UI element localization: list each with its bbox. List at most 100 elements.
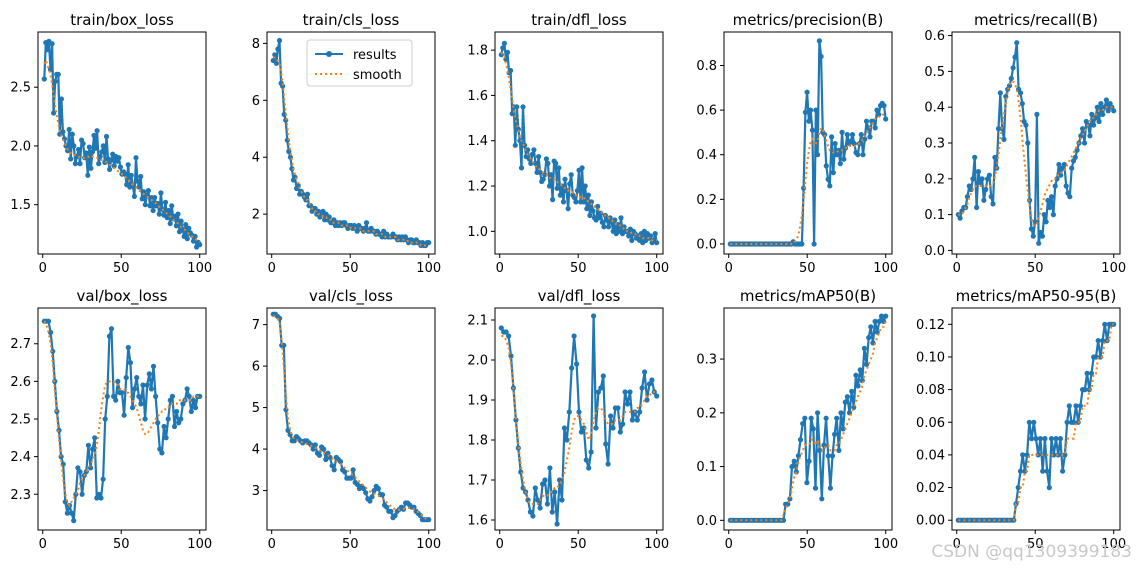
results-point [504, 49, 511, 56]
results-point [166, 207, 172, 214]
results-point [1092, 115, 1098, 121]
results-point [134, 178, 141, 184]
results-point [615, 405, 621, 411]
results-point [354, 481, 360, 487]
results-point [550, 197, 556, 203]
results-point [644, 397, 650, 403]
results-point [849, 132, 856, 138]
results-point [528, 160, 534, 166]
results-point [578, 429, 585, 435]
x-tick-label: 50 [113, 261, 130, 276]
results-point [560, 199, 567, 205]
results-point [123, 375, 129, 381]
results-point [795, 453, 802, 459]
results-point [808, 415, 814, 421]
results-point [159, 450, 165, 456]
y-tick-label: 1.6 [467, 89, 488, 104]
results-point [500, 45, 506, 51]
x-tick-label: 0 [39, 261, 47, 276]
results-point [176, 420, 182, 426]
results-point [849, 388, 855, 394]
results-point [549, 509, 555, 515]
results-point [150, 207, 156, 214]
subplot-7: val/dfl_loss 0 50 100 1.6 1.7 1.8 1.9 2.0 2.1 [467, 287, 669, 552]
results-point [861, 345, 868, 351]
results-point [637, 409, 643, 415]
results-point [789, 464, 795, 470]
results-point [565, 206, 571, 212]
axes-frame [951, 307, 1121, 531]
results-point [1022, 468, 1028, 474]
y-tick-label: 0.12 [916, 318, 945, 333]
axes-frame [266, 31, 436, 255]
results-point [276, 37, 283, 44]
y-tick-label: 8 [252, 37, 260, 52]
results-point [585, 192, 591, 198]
results-point [174, 408, 180, 415]
results-point [304, 191, 311, 197]
results-point [588, 199, 595, 205]
y-tick-label: 0.4 [924, 101, 945, 116]
results-point [86, 144, 92, 150]
results-point [350, 467, 356, 473]
results-point [134, 375, 140, 381]
results-point [52, 78, 58, 84]
results-point [542, 477, 548, 483]
results-point [329, 463, 335, 469]
smooth-line [730, 113, 886, 245]
results-point [98, 495, 104, 501]
results-point [808, 107, 814, 113]
x-tick-label: 0 [496, 537, 504, 552]
results-point [601, 224, 607, 230]
y-tick-label: 1.2 [467, 180, 488, 195]
results-point [591, 313, 597, 319]
results-point [588, 449, 594, 455]
results-point [190, 397, 196, 403]
results-point [804, 480, 810, 486]
x-tick-label: 100 [873, 537, 898, 552]
results-point [369, 494, 375, 500]
results-point [119, 390, 125, 396]
results-point [148, 386, 154, 392]
results-point [844, 132, 850, 138]
results-point [197, 393, 203, 399]
results-point [1056, 161, 1062, 168]
results-point [617, 429, 623, 435]
subplot-title: train/cls_loss [303, 11, 400, 30]
subplot-9: metrics/mAP50-95(B) 0 50 100 0.00 0.02 0.04 0.0… [916, 287, 1126, 552]
results-point [93, 145, 99, 151]
results-point [823, 163, 829, 169]
results-point [113, 397, 119, 403]
results-point [1048, 436, 1055, 442]
x-tick-label: 50 [1027, 537, 1044, 552]
y-tick-label: 2.0 [10, 139, 31, 154]
legend-results-label: results [353, 48, 397, 63]
results-point [517, 138, 523, 144]
results-point [1042, 436, 1048, 442]
results-point [96, 161, 102, 167]
results-point [94, 128, 100, 134]
x-tick-label: 100 [644, 261, 669, 276]
results-point [836, 147, 842, 153]
results-point [184, 386, 190, 392]
results-point [883, 313, 889, 319]
results-point [272, 52, 278, 58]
results-point [1014, 40, 1020, 46]
results-point [1041, 212, 1047, 218]
results-point [165, 416, 171, 422]
results-point [634, 417, 640, 423]
y-tick-label: 0.2 [924, 172, 945, 187]
results-point [508, 353, 514, 359]
results-point [310, 446, 316, 452]
results-point [1017, 468, 1024, 474]
results-point [841, 156, 847, 162]
results-point [527, 509, 534, 515]
results-point [1082, 387, 1088, 393]
subplot-title: metrics/precision(B) [733, 11, 884, 29]
results-point [106, 333, 112, 339]
results-point [559, 497, 565, 503]
results-point [71, 143, 77, 149]
x-tick-label: 0 [39, 537, 47, 552]
results-point [331, 467, 337, 473]
